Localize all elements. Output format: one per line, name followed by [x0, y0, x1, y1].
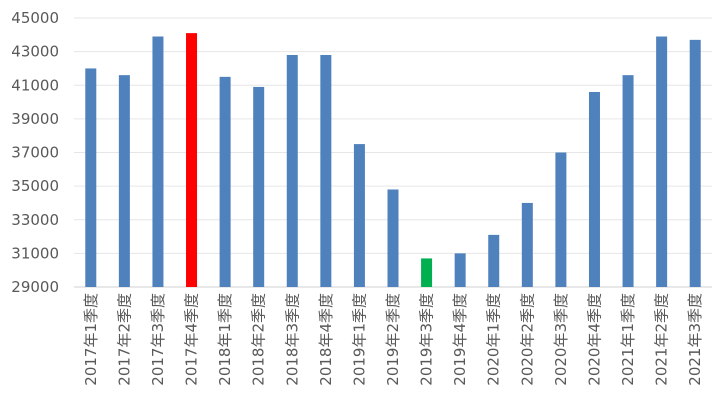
x-tick-label: 2018年1季度	[216, 293, 234, 386]
bar-8	[320, 54, 332, 287]
y-tick-label: 35000	[11, 177, 59, 195]
bar-3	[152, 36, 164, 288]
bar-13	[488, 234, 500, 287]
bar-1	[85, 68, 97, 287]
bars	[85, 33, 701, 288]
x-tick-label: 2018年4季度	[317, 293, 335, 386]
x-tick-label: 2021年2季度	[653, 293, 671, 386]
bar-18	[656, 36, 668, 288]
bar-5	[219, 76, 231, 287]
bar-6	[253, 86, 265, 288]
x-tick-label: 2017年1季度	[82, 293, 100, 386]
bar-14	[521, 202, 533, 287]
bar-16	[588, 91, 600, 287]
y-tick-label: 45000	[11, 9, 59, 27]
y-tick-label: 41000	[11, 76, 59, 94]
bar-7	[286, 54, 298, 287]
x-tick-label: 2017年2季度	[115, 293, 133, 386]
x-tick-label: 2019年4季度	[451, 293, 469, 386]
bar-19	[689, 39, 701, 288]
y-tick-label: 43000	[11, 43, 59, 61]
x-tick-label: 2021年1季度	[619, 293, 637, 386]
bar-12	[454, 253, 466, 287]
x-tick-label: 2021年3季度	[686, 293, 704, 386]
bar-15	[555, 152, 567, 287]
x-axis-tick-labels: 2017年1季度 2017年2季度 2017年3季度 2017年4季度 2018年1季度…	[82, 293, 704, 386]
x-tick-label: 2019年3季度	[418, 293, 436, 386]
x-tick-label: 2020年4季度	[585, 293, 603, 386]
bar-11	[421, 258, 433, 287]
y-tick-label: 33000	[11, 211, 59, 229]
bar-4	[186, 33, 198, 287]
x-tick-label: 2020年2季度	[518, 293, 536, 386]
bar-2	[118, 75, 130, 287]
y-tick-label: 39000	[11, 110, 59, 128]
bar-9	[353, 144, 365, 287]
x-tick-label: 2017年3季度	[149, 293, 167, 386]
x-tick-label: 2019年1季度	[350, 293, 368, 386]
y-tick-label: 37000	[11, 144, 59, 162]
y-tick-label: 31000	[11, 244, 59, 262]
x-tick-label: 2019年2季度	[384, 293, 402, 386]
y-axis-tick-labels: 29000 31000 33000 35000 37000 39000 41000 43000…	[11, 9, 59, 296]
x-tick-label: 2020年3季度	[552, 293, 570, 386]
x-tick-label: 2018年2季度	[250, 293, 268, 386]
bar-17	[622, 75, 634, 287]
x-tick-label: 2020年1季度	[485, 293, 503, 386]
gridlines	[74, 17, 712, 288]
x-tick-label: 2018年3季度	[283, 293, 301, 386]
y-tick-label: 29000	[11, 278, 59, 296]
x-tick-label: 2017年4季度	[183, 293, 201, 386]
bar-10	[387, 189, 399, 287]
